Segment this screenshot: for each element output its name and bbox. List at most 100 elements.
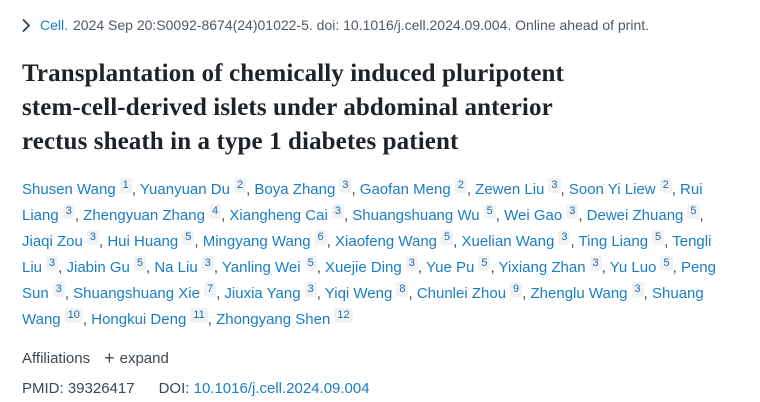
author-link[interactable]: Hongkui Deng xyxy=(91,311,187,328)
author-link[interactable]: Yixiang Zhan xyxy=(498,259,586,276)
author-affiliation-number[interactable]: 3 xyxy=(339,178,352,193)
author-affiliation-number[interactable]: 5 xyxy=(687,204,700,219)
author-affiliation-number[interactable]: 5 xyxy=(652,230,665,245)
author-link[interactable]: Shuang Wang xyxy=(22,285,704,328)
author-affiliation-number[interactable]: 2 xyxy=(659,178,672,193)
author-separator: , xyxy=(664,233,673,250)
author-link[interactable]: Xuejie Ding xyxy=(325,259,402,276)
author-link[interactable]: Peng Sun xyxy=(22,259,716,302)
author-link[interactable]: Jiaqi Zou xyxy=(22,233,83,250)
author-separator: , xyxy=(316,259,326,276)
author-link[interactable]: Xiaofeng Wang xyxy=(335,233,438,250)
author-separator: , xyxy=(213,259,222,276)
author-affiliation-number[interactable]: 5 xyxy=(478,256,491,271)
author: Hui Huang 5, xyxy=(107,230,202,250)
author-affiliation-number[interactable]: 2 xyxy=(233,178,247,193)
author-link[interactable]: Shuangshuang Xie xyxy=(73,285,200,302)
author-affiliation-number[interactable]: 5 xyxy=(660,256,673,271)
author-link[interactable]: Yu Luo xyxy=(609,259,657,276)
author-affiliation-number[interactable]: 1 xyxy=(119,178,132,193)
pmid-group: PMID: 39326417 xyxy=(22,380,135,397)
author-link[interactable]: Hui Huang xyxy=(107,233,179,250)
journal-link[interactable]: Cell. xyxy=(40,17,69,33)
author: Yu Luo 5, xyxy=(609,256,681,276)
doi-group: DOI: 10.1016/j.cell.2024.09.004 xyxy=(159,380,370,397)
doi-link[interactable]: 10.1016/j.cell.2024.09.004 xyxy=(193,380,370,397)
author-link[interactable]: Zhongyang Shen xyxy=(216,311,331,328)
author-link[interactable]: Zhengyuan Zhang xyxy=(83,207,205,224)
author-affiliation-number[interactable]: 3 xyxy=(201,256,214,271)
author-link[interactable]: Wei Gao xyxy=(504,207,563,224)
author-link[interactable]: Rui Liang xyxy=(22,181,703,224)
author-link[interactable]: Yuanyuan Du xyxy=(139,181,230,198)
author-affiliation-number[interactable]: 2 xyxy=(454,178,467,193)
author: Jiuxia Yang 3, xyxy=(224,282,324,302)
author-affiliation-number[interactable]: 8 xyxy=(396,282,409,297)
author-link[interactable]: Zhenglu Wang xyxy=(530,285,628,302)
author-affiliation-number[interactable]: 11 xyxy=(190,308,208,323)
author: Shuang Wang 10, xyxy=(22,285,704,328)
author-separator: , xyxy=(672,259,681,276)
author-link[interactable]: Tengli Liu xyxy=(22,233,712,276)
author-link[interactable]: Zewen Liu xyxy=(475,181,545,198)
author-affiliation-number[interactable]: 5 xyxy=(441,230,454,245)
author: Zhenglu Wang 3, xyxy=(530,282,652,302)
author: Peng Sun 3, xyxy=(22,259,716,302)
author-link[interactable]: Ting Liang xyxy=(578,233,649,250)
author-affiliation-number[interactable]: 10 xyxy=(64,308,83,323)
author: Soon Yi Liew 2, xyxy=(568,178,680,198)
author-affiliation-number[interactable]: 12 xyxy=(334,308,353,323)
author-affiliation-number[interactable]: 5 xyxy=(133,256,146,271)
author-affiliation-number[interactable]: 3 xyxy=(62,204,75,219)
author: Gaofan Meng 2, xyxy=(359,178,475,198)
author-affiliation-number[interactable]: 5 xyxy=(483,204,496,219)
author-affiliation-number[interactable]: 3 xyxy=(52,282,65,297)
author-link[interactable]: Jiuxia Yang xyxy=(224,285,301,302)
author-link[interactable]: Gaofan Meng xyxy=(359,181,451,198)
author-link[interactable]: Xuelian Wang xyxy=(461,233,555,250)
author-affiliation-number[interactable]: 5 xyxy=(182,230,195,245)
author-affiliation-number[interactable]: 3 xyxy=(566,204,579,219)
author-affiliation-number[interactable]: 3 xyxy=(589,256,602,271)
author-link[interactable]: Yanling Wei xyxy=(221,259,301,276)
author-affiliation-number[interactable]: 3 xyxy=(86,230,99,245)
author-link[interactable]: Shusen Wang xyxy=(22,181,116,198)
author-link[interactable]: Jiabin Gu xyxy=(66,259,130,276)
author-affiliation-number[interactable]: 3 xyxy=(631,282,644,297)
author-affiliation-number[interactable]: 7 xyxy=(203,282,217,297)
author-affiliation-number[interactable]: 3 xyxy=(558,230,571,245)
author: Shusen Wang 1, xyxy=(22,178,140,198)
author-link[interactable]: Dewei Zhuang xyxy=(586,207,684,224)
author-affiliation-number[interactable]: 5 xyxy=(304,256,317,271)
author-affiliation-number[interactable]: 4 xyxy=(208,204,222,219)
author-affiliation-number[interactable]: 3 xyxy=(405,256,418,271)
citation-row: Cell. 2024 Sep 20:S0092-8674(24)01022-5.… xyxy=(22,15,736,35)
author-affiliation-number[interactable]: 3 xyxy=(46,256,59,271)
author-separator: , xyxy=(570,233,579,250)
author-link[interactable]: Soon Yi Liew xyxy=(568,181,656,198)
author-affiliation-number[interactable]: 6 xyxy=(314,230,327,245)
author-link[interactable]: Xiangheng Cai xyxy=(229,207,328,224)
author: Zhengyuan Zhang 4, xyxy=(83,204,229,224)
author-link[interactable]: Yiqi Weng xyxy=(324,285,393,302)
author-link[interactable]: Na Liu xyxy=(154,259,198,276)
author-separator: , xyxy=(74,207,84,224)
author-link[interactable]: Mingyang Wang xyxy=(202,233,311,250)
author-separator: , xyxy=(643,285,652,302)
author-link[interactable]: Yue Pu xyxy=(425,259,475,276)
author: Zhongyang Shen 12 xyxy=(216,308,353,328)
author-affiliation-number[interactable]: 9 xyxy=(510,282,523,297)
chevron-right-icon[interactable] xyxy=(22,18,31,32)
author-link[interactable]: Chunlei Zhou xyxy=(416,285,507,302)
author-affiliation-number[interactable]: 3 xyxy=(548,178,561,193)
author: Xiaofeng Wang 5, xyxy=(335,230,461,250)
author-link[interactable]: Shuangshuang Wu xyxy=(352,207,480,224)
author: Ting Liang 5, xyxy=(578,230,673,250)
author-separator: , xyxy=(207,311,217,328)
affiliations-expand-button[interactable]: + expand xyxy=(104,349,169,367)
author-link[interactable]: Boya Zhang xyxy=(254,181,336,198)
author: Yuanyuan Du 2, xyxy=(139,178,255,198)
author-affiliation-number[interactable]: 3 xyxy=(331,204,344,219)
author-affiliation-number[interactable]: 3 xyxy=(304,282,317,297)
